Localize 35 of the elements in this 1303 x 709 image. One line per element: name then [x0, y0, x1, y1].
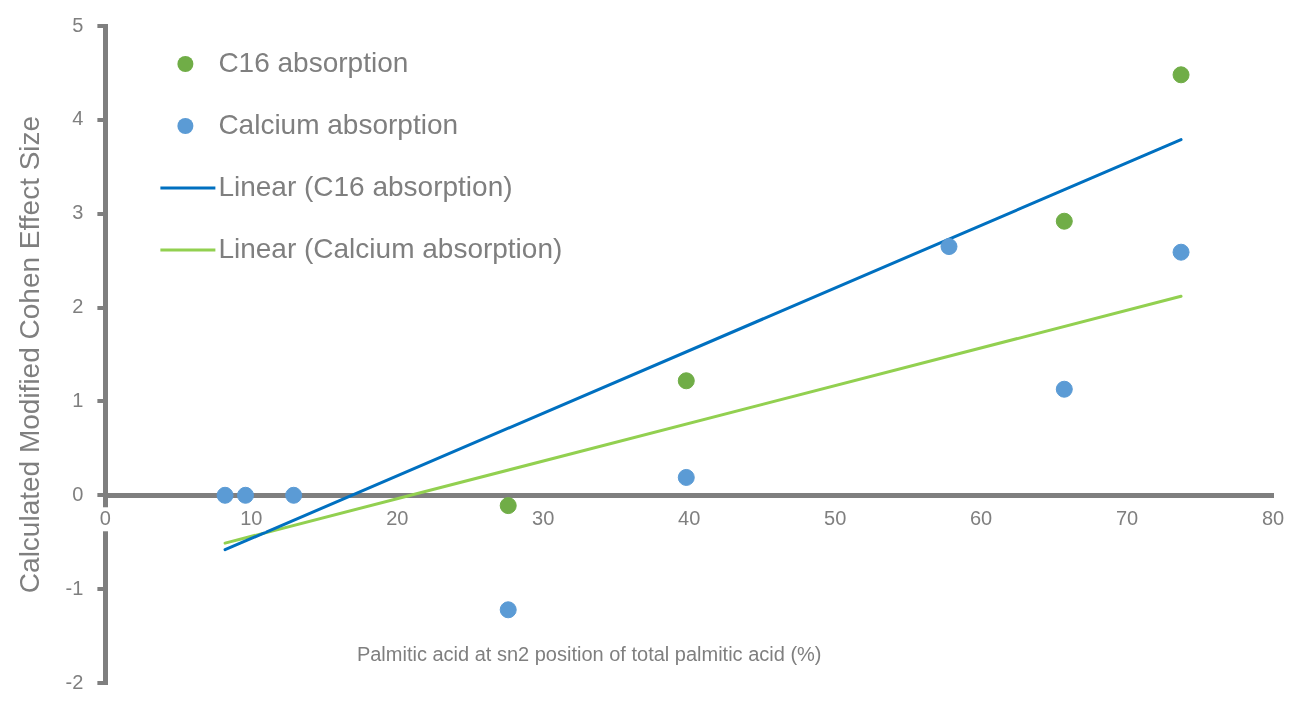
point	[677, 468, 695, 486]
legend-label: Linear (C16 absorption)	[218, 170, 513, 202]
x-tick-label: 20	[386, 506, 409, 529]
point	[237, 486, 254, 504]
point	[285, 486, 303, 504]
point	[499, 601, 517, 619]
x-axis-title: Palmitic acid at sn2 position of total palmitic acid (%)	[356, 642, 822, 665]
y-tick-label: 3	[72, 201, 84, 224]
x-tick-label: 70	[1115, 506, 1139, 529]
x-tick-label: 60	[969, 506, 993, 529]
point	[216, 486, 234, 504]
legend-label: Calcium absorption	[218, 108, 459, 140]
x-tick-label: 10	[240, 506, 263, 529]
point	[499, 497, 517, 515]
point	[1172, 66, 1190, 84]
y-tick-label: 0	[72, 482, 84, 505]
y-tick-label: -1	[65, 576, 84, 599]
x-tick-label: 40	[678, 506, 701, 529]
x-tick-label: 50	[824, 506, 847, 529]
x-tick-label: 80	[1261, 506, 1285, 529]
y-tick-label: 1	[72, 388, 84, 411]
x-tick-label: 0	[99, 506, 111, 529]
point	[940, 238, 958, 256]
point	[677, 372, 695, 390]
y-tick-label: 2	[72, 295, 84, 318]
legend-label: Linear (Calcium absorption)	[218, 232, 563, 264]
legend-label: C16 absorption	[218, 46, 409, 78]
x-tick-label: 30	[532, 506, 555, 529]
y-tick-label: 4	[72, 107, 84, 130]
y-tick-label: 5	[72, 13, 84, 36]
point	[1055, 212, 1073, 230]
y-axis-title: Calculated Modified Cohen Effect Size	[13, 115, 45, 594]
point	[1172, 243, 1190, 261]
point	[1055, 380, 1073, 398]
y-tick-label: -2	[65, 670, 84, 693]
